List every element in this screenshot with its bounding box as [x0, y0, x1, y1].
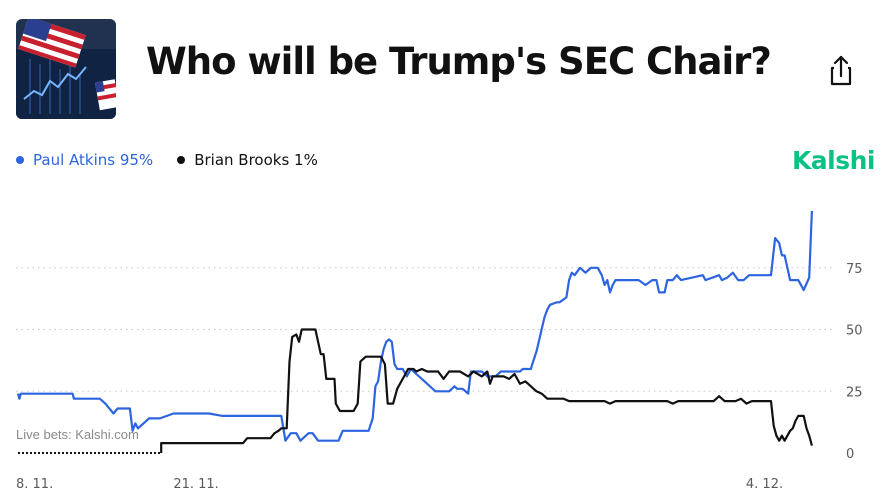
legend-item-atkins[interactable]: Paul Atkins 95%: [16, 151, 153, 169]
watermark: Live bets: Kalshi.com: [16, 427, 139, 442]
series-line-brooks: [160, 328, 813, 453]
legend-dot-brooks: [177, 156, 186, 164]
legend-item-brooks[interactable]: Brian Brooks 1%: [177, 151, 318, 169]
chart-legend: Paul Atkins 95% Brian Brooks 1%: [16, 151, 318, 169]
legend-dot-atkins: [16, 156, 24, 164]
page-title: Who will be Trump's SEC Chair?: [146, 40, 772, 83]
y-tick-label: 0: [846, 447, 854, 462]
flag-trading-screen-icon: [16, 19, 116, 119]
x-tick-label: 8. 11.: [16, 477, 53, 492]
legend-label-atkins: Paul Atkins 95%: [33, 151, 154, 169]
x-axis-ticks: 8. 11. 21. 11. 4. 12.: [16, 477, 783, 492]
legend-label-brooks: Brian Brooks 1%: [194, 151, 318, 169]
series-line-atkins: [16, 210, 813, 442]
y-tick-label: 25: [846, 385, 863, 400]
kalshi-logo: Kalshi: [791, 146, 876, 175]
x-tick-label: 4. 12.: [746, 477, 783, 492]
x-tick-label: 21. 11.: [173, 477, 218, 492]
y-axis-ticks: 0 25 50 75: [846, 262, 863, 462]
y-tick-label: 75: [846, 262, 863, 277]
market-thumbnail: [16, 19, 116, 119]
price-chart: 0 25 50 75 8. 11. 21. 11. 4. 12. Live bets: K…: [16, 210, 863, 492]
chart-grid: [16, 267, 832, 392]
y-tick-label: 50: [846, 324, 863, 339]
share-button[interactable]: [826, 54, 856, 88]
chart-series: [16, 210, 813, 454]
share-icon: [830, 55, 852, 86]
